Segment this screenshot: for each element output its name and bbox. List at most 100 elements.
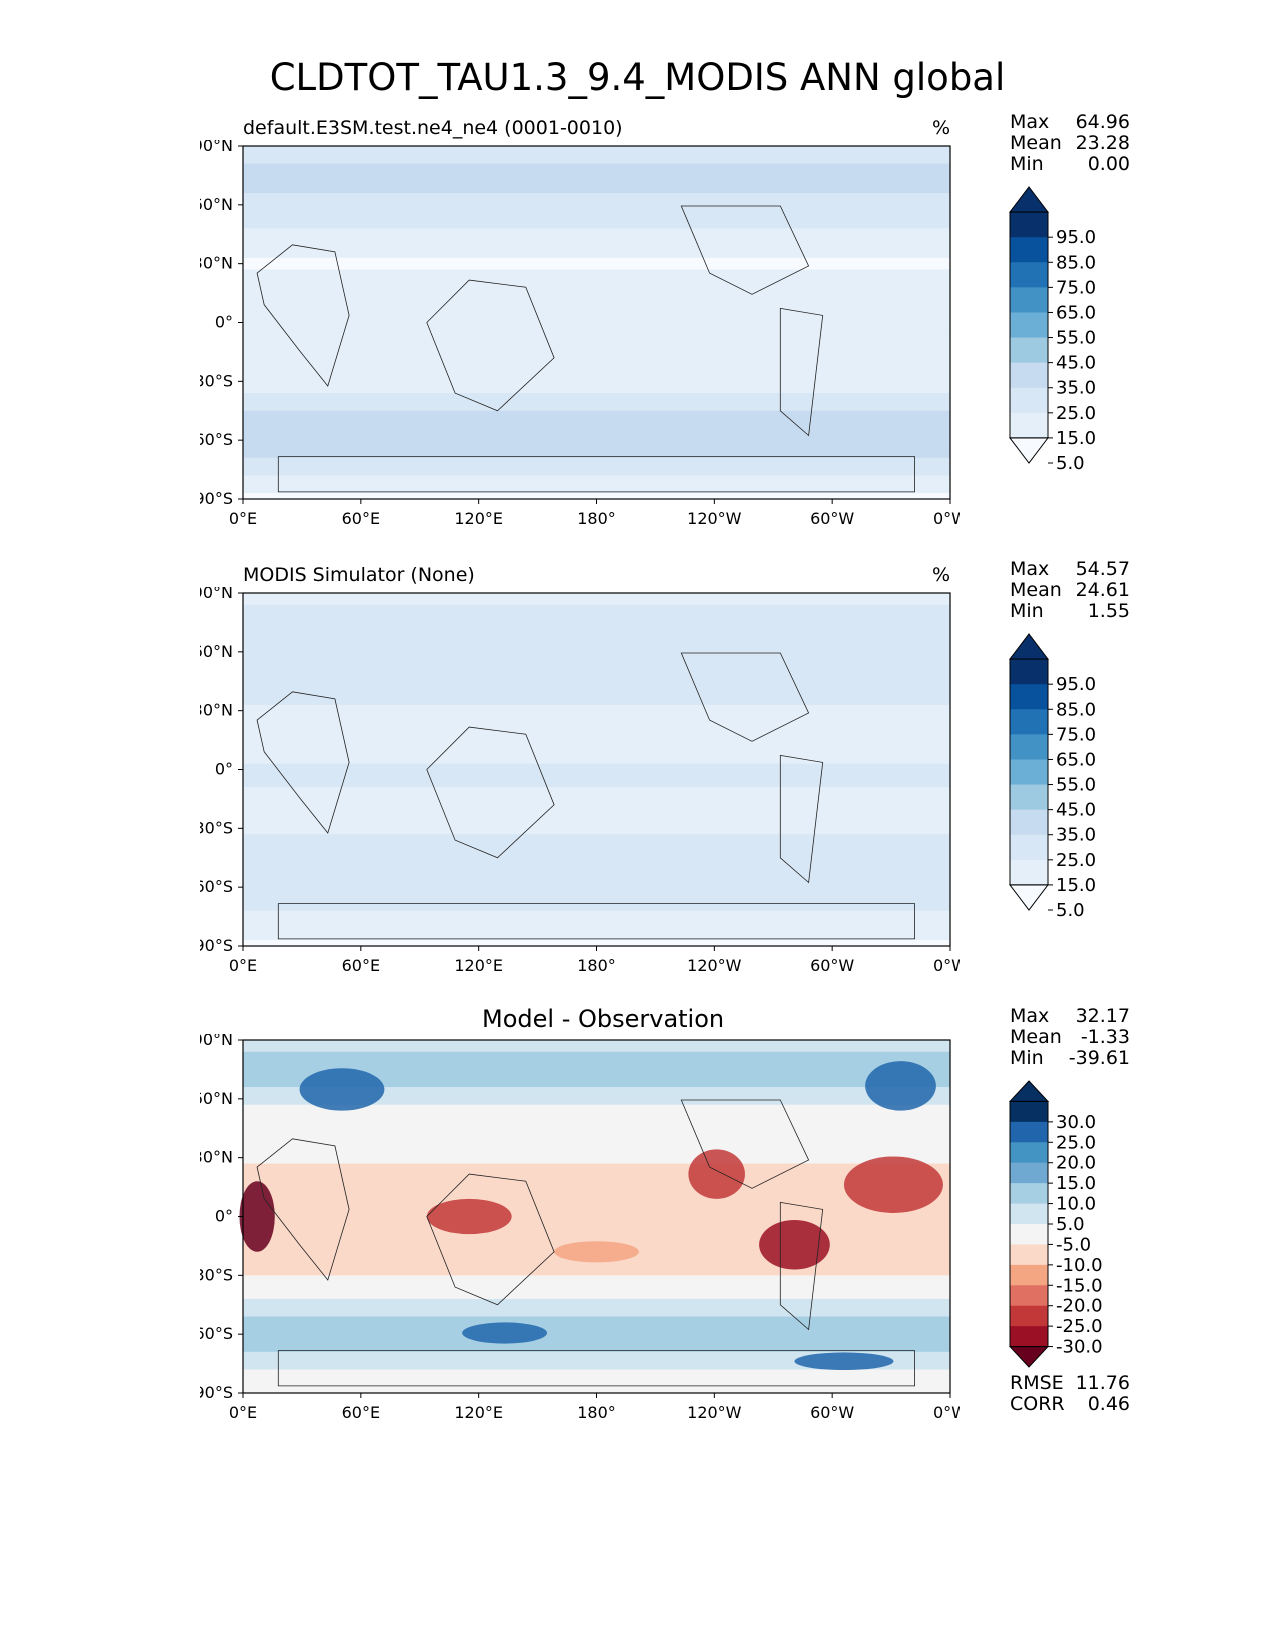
map-band (243, 1045, 950, 1053)
map-band (243, 863, 950, 871)
map-band (243, 351, 950, 359)
colorbar-label: 75.0 (1056, 724, 1096, 745)
map-band (243, 269, 950, 277)
map-band (243, 663, 950, 671)
panel2-title: MODIS Simulator (None) (243, 564, 475, 586)
map-band (243, 398, 950, 406)
colorbar-label: 55.0 (1056, 328, 1096, 349)
map-band (243, 1357, 950, 1365)
colorbar-extend-bottom (1008, 884, 1050, 911)
colorbar-segment (1010, 237, 1048, 263)
y-tick-label: 30°N (200, 1148, 233, 1167)
x-tick-label: 0°E (229, 956, 257, 975)
coastline (277, 456, 915, 493)
map-band (243, 316, 950, 324)
panel1-map: 0°E 60°E 120°E 180° 120°W 60°W 0°W 90°N 60°N 30°N… (200, 140, 960, 528)
panel3-max-label: Max (1010, 1005, 1050, 1027)
corr-label: CORR (1010, 1393, 1065, 1415)
colorbar-segment (1010, 387, 1048, 414)
colorbar-label: 30.0 (1056, 1112, 1096, 1133)
rmse-label: RMSE (1010, 1372, 1064, 1394)
map-band (243, 1381, 950, 1388)
y-tick-label: 90°S (200, 936, 233, 955)
map-band (243, 622, 950, 629)
map-band (243, 681, 950, 688)
anomaly-blob (299, 1068, 385, 1111)
map-band (243, 387, 950, 394)
anomaly-blob (688, 1149, 745, 1199)
panel3-mean-label: Mean (1010, 1026, 1062, 1048)
map-band (243, 487, 950, 494)
y-tick-label: 90°N (200, 140, 233, 155)
colorbar-segment (1010, 312, 1048, 339)
colorbar-extend-top (1008, 633, 1050, 660)
y-tick-label: 30°N (200, 701, 233, 720)
panel2-mean-label: Mean (1010, 579, 1062, 601)
map-band (243, 322, 950, 329)
colorbar-label: 10.0 (1056, 1194, 1096, 1215)
map-band (243, 851, 950, 859)
map-band (243, 875, 950, 882)
colorbar-segment (1010, 1264, 1048, 1286)
x-tick-label: 180° (577, 1403, 616, 1422)
colorbar-label: -30.0 (1056, 1337, 1103, 1358)
anomaly-blob (794, 1352, 894, 1371)
map-band (243, 1345, 950, 1353)
panel1-colorbar: 95.0 85.0 75.0 65.0 55.0 45.0 35.0 25.0 15.0 5.0 (1008, 186, 1096, 470)
map-band (243, 304, 950, 312)
colorbar-segment (1010, 834, 1048, 861)
map-band (243, 222, 950, 229)
map-band (243, 257, 950, 265)
map-band (243, 393, 950, 400)
panel3-min-label: Min (1010, 1047, 1044, 1069)
map-band (243, 1322, 950, 1329)
colorbar-segment (1010, 1183, 1048, 1205)
y-tick-label: 90°S (200, 1383, 233, 1402)
x-tick-label: 0°W (933, 509, 960, 528)
map-band (243, 469, 950, 477)
map-band (243, 1098, 950, 1106)
map-band (243, 734, 950, 741)
map-band (243, 210, 950, 218)
map-band (243, 1140, 950, 1147)
map-band (243, 175, 950, 182)
panel1-mean-value: 23.28 (1075, 132, 1130, 154)
map-band (243, 1187, 950, 1194)
map-band (243, 216, 950, 224)
map-band (243, 810, 950, 818)
map-band (243, 822, 950, 829)
x-tick-label: 0°W (933, 1403, 960, 1422)
coastline (779, 307, 824, 437)
panel1-title: default.E3SM.test.ne4_ne4 (0001-0010) (243, 117, 623, 139)
colorbar-label: 35.0 (1056, 825, 1096, 846)
map-band (243, 1128, 950, 1135)
map-band (243, 793, 950, 800)
x-tick-label: 180° (577, 956, 616, 975)
x-tick-label: 60°E (342, 956, 380, 975)
map-band (243, 1304, 950, 1312)
panel3-max-value: 32.17 (1075, 1005, 1130, 1027)
map-band (243, 881, 950, 888)
map-band (243, 604, 950, 612)
map-band (243, 1063, 950, 1071)
panel1-min-value: 0.00 (1087, 153, 1130, 175)
map-band (243, 1175, 950, 1182)
map-band (243, 928, 950, 935)
colorbar-label: 25.0 (1056, 1132, 1096, 1153)
map-band (243, 416, 950, 424)
y-tick-label: 90°N (200, 1034, 233, 1049)
map-band (243, 940, 950, 947)
y-tick-label: 60°S (200, 877, 233, 896)
x-tick-label: 120°E (454, 956, 503, 975)
map-band (243, 240, 950, 247)
map-band (243, 246, 950, 253)
map-band (243, 1057, 950, 1065)
x-tick-label: 0°E (229, 509, 257, 528)
map-band (243, 1363, 950, 1371)
map-band (243, 1340, 950, 1347)
panel3-colorbar: 30.025.020.015.010.05.0-5.0-10.0-15.0-20… (1008, 1080, 1103, 1368)
map-band (243, 1210, 950, 1218)
map-band (243, 869, 950, 876)
anomaly-blob (239, 1181, 275, 1252)
map-band (243, 740, 950, 747)
